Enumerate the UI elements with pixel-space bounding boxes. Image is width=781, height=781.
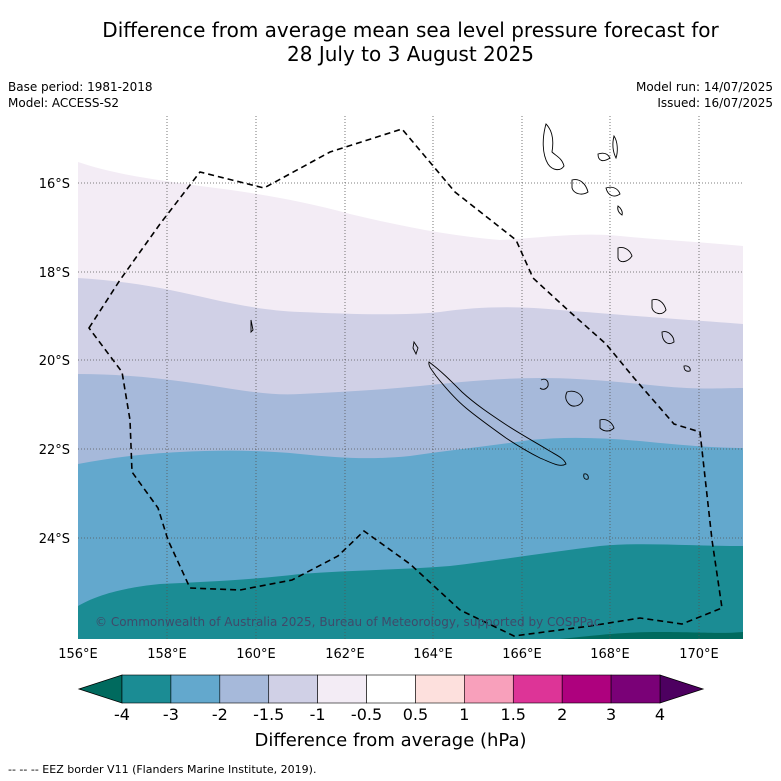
colorbar-tick-label: 1.5 xyxy=(501,705,526,724)
colorbar-label: Difference from average (hPa) xyxy=(254,730,527,751)
loyalty-mare xyxy=(599,419,615,432)
vanuatu-aneityum xyxy=(683,365,691,372)
colorbar-segment xyxy=(366,674,416,704)
lat-label: 24°S xyxy=(39,532,70,547)
colorbar-tick-label: 0.5 xyxy=(403,705,428,724)
model-run: Model run: 14/07/2025 xyxy=(635,80,773,94)
coastlines xyxy=(250,123,691,480)
colorbar-under-arrow xyxy=(77,674,123,704)
lat-labels: 16°S 18°S 20°S 22°S 24°S xyxy=(39,177,70,547)
lat-label: 20°S xyxy=(39,354,70,369)
vanuatu-malekula xyxy=(571,179,589,195)
colorbar-segment xyxy=(512,674,563,704)
title-line-2: 28 July to 3 August 2025 xyxy=(287,42,534,66)
colorbar-segment xyxy=(317,674,367,704)
vanuatu-epi xyxy=(617,205,623,216)
lon-label: 162°E xyxy=(325,647,365,662)
lon-label: 164°E xyxy=(413,647,453,662)
colorbar-segment xyxy=(561,674,612,704)
colorbar: -4 -3 -2 -1.5 -1 -0.5 0.5 1 1.5 2 3 4 xyxy=(77,674,705,724)
colorbar-segment xyxy=(415,674,465,704)
vanuatu-tanna xyxy=(661,331,675,344)
colorbar-tick-label: -1.5 xyxy=(253,705,284,724)
meta-right: Model run: 14/07/2025 Issued: 16/07/2025 xyxy=(636,79,773,111)
colorbar-segment xyxy=(170,674,221,704)
colorbar-tick-label: -4 xyxy=(114,705,130,724)
colorbar-tick-label: 1 xyxy=(459,705,469,724)
new-caledonia-coast xyxy=(428,361,567,466)
colorbar-tick-label: -1 xyxy=(310,705,326,724)
vanuatu-efate xyxy=(617,247,633,263)
graticule xyxy=(78,116,743,639)
colorbar-segment xyxy=(121,674,172,704)
loyalty-ouvea xyxy=(539,378,549,390)
title-line-1: Difference from average mean sea level p… xyxy=(102,18,719,42)
colorbar-tick-label: 3 xyxy=(606,705,616,724)
colorbar-segment xyxy=(464,674,514,704)
belep-islands xyxy=(412,340,419,356)
band-lt-m4 xyxy=(560,632,743,639)
vanuatu-malo xyxy=(597,152,611,162)
chesterfield-reef xyxy=(250,319,254,334)
lat-label: 16°S xyxy=(39,177,70,192)
lon-label: 166°E xyxy=(502,647,542,662)
model-name: Model: ACCESS-S2 xyxy=(8,96,120,110)
lon-label: 156°E xyxy=(58,647,98,662)
issued-date: Issued: 16/07/2025 xyxy=(657,96,773,110)
eez-border xyxy=(88,128,723,637)
pressure-bands xyxy=(78,116,743,639)
lat-label: 22°S xyxy=(39,443,70,458)
lon-label: 168°E xyxy=(590,647,630,662)
eez-footnote: -- -- -- EEZ border V11 (Flanders Marine… xyxy=(8,763,317,776)
lon-label: 158°E xyxy=(147,647,187,662)
lon-labels: 156°E 158°E 160°E 162°E 164°E 166°E 168°… xyxy=(58,647,719,662)
colorbar-segment xyxy=(268,674,318,704)
colorbar-segment xyxy=(610,674,661,704)
chart-title: Difference from average mean sea level p… xyxy=(0,18,781,66)
colorbar-tick-label: 4 xyxy=(655,705,665,724)
colorbar-tick-label: 2 xyxy=(557,705,567,724)
vanuatu-erromango xyxy=(651,299,667,315)
vanuatu-espiritu-santo xyxy=(542,123,565,171)
colorbar-tick-label: -3 xyxy=(163,705,179,724)
lon-label: 160°E xyxy=(236,647,276,662)
base-period: Base period: 1981-2018 xyxy=(8,80,153,94)
lat-label: 18°S xyxy=(39,266,70,281)
meta-left: Base period: 1981-2018 Model: ACCESS-S2 xyxy=(8,79,153,111)
vanuatu-ambrym xyxy=(605,186,621,197)
colorbar-tick-label: -2 xyxy=(212,705,228,724)
colorbar-over-arrow xyxy=(659,674,705,704)
colorbar-tick-label: -0.5 xyxy=(351,705,382,724)
colorbar-segment xyxy=(219,674,270,704)
band-m4-m3 xyxy=(78,544,743,639)
isle-of-pines xyxy=(583,473,589,480)
lon-label: 170°E xyxy=(679,647,719,662)
copyright-notice: © Commonwealth of Australia 2025, Bureau… xyxy=(95,615,600,629)
loyalty-lifou xyxy=(565,390,584,407)
vanuatu-maewo xyxy=(612,134,618,160)
